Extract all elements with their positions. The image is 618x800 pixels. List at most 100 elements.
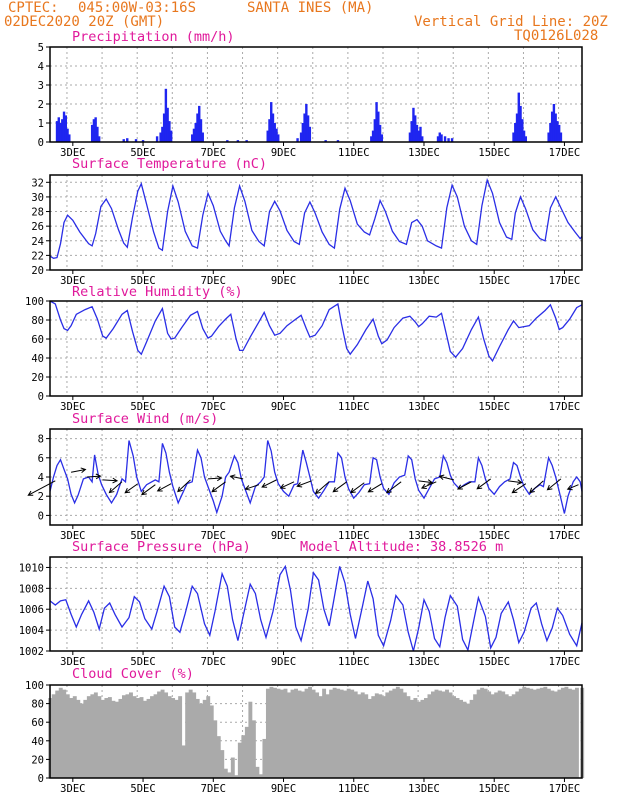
cloud-bar <box>564 686 569 778</box>
cloud-bar <box>374 693 379 778</box>
panel-frame <box>49 556 583 652</box>
cloud-bar <box>160 689 165 778</box>
cloud-bar <box>381 696 386 778</box>
cloud-bar <box>462 701 467 778</box>
x-tick-label: 13DEC <box>408 656 440 668</box>
cloud-bar <box>490 694 495 778</box>
wind-arrow <box>385 481 402 494</box>
cloud-bar <box>234 775 239 778</box>
precip-bar <box>90 124 94 142</box>
cloud-bar <box>392 688 397 778</box>
cloud-bar <box>185 692 190 778</box>
cloud-bar <box>213 720 218 778</box>
cloud-bar <box>329 689 334 778</box>
header-datetime: 02DEC2020 20Z (GMT) <box>4 14 165 30</box>
cloud-bar <box>72 696 77 778</box>
header-station: SANTA INES (MA) <box>247 0 374 16</box>
precip-bar <box>375 102 378 142</box>
wind-arrow <box>476 478 491 490</box>
wind-arrow <box>156 483 172 492</box>
cloud-bar <box>525 687 530 778</box>
precip-bar <box>57 117 60 142</box>
precip-bar <box>408 132 412 142</box>
wind-arrow <box>529 480 544 494</box>
precip-bar <box>201 132 204 142</box>
cloud-bar <box>388 690 393 778</box>
precip-bar <box>266 130 269 142</box>
cloud-bar <box>129 692 133 778</box>
y-tick-label: 0 <box>38 391 44 403</box>
panel-frame <box>49 300 583 397</box>
y-tick-label: 26 <box>31 221 44 233</box>
cloud-bar <box>371 696 376 778</box>
cloud-bar <box>438 690 442 778</box>
cloud-bar <box>494 692 499 778</box>
wind-arrow <box>420 481 437 490</box>
x-tick-label: 5DEC <box>130 147 155 159</box>
cloud-bar <box>364 694 369 778</box>
precip-bar <box>97 136 101 142</box>
precip-bar <box>68 134 71 142</box>
cloud-bar <box>395 686 400 778</box>
cloud-bar <box>97 696 102 778</box>
cloud-bar <box>455 698 460 778</box>
cloud-bar <box>86 696 91 778</box>
x-tick-label: 3DEC <box>60 401 85 413</box>
cloud-bar <box>529 688 534 778</box>
x-tick-label: 9DEC <box>271 275 296 287</box>
cloud-bar <box>466 703 471 778</box>
y-tick-label: 6 <box>38 453 44 465</box>
cloud-bar <box>336 688 341 778</box>
y-tick-label: 100 <box>25 296 44 308</box>
precip-bar <box>192 128 196 142</box>
precip-bar <box>371 130 375 142</box>
cloud-bar <box>111 700 116 778</box>
precip-bar <box>199 119 203 142</box>
y-tick-label: 0 <box>38 773 44 785</box>
precip-bar <box>141 140 145 142</box>
wind-arrow <box>211 481 226 493</box>
model-altitude-label: Model Altitude: 38.8526 m <box>300 539 503 555</box>
precip-bar <box>191 134 194 142</box>
cloud-bar <box>230 757 235 778</box>
wind-arrow <box>124 483 139 494</box>
wind-arrow <box>279 481 295 489</box>
precip-bar <box>194 123 197 142</box>
y-tick-label: 100 <box>25 680 44 692</box>
cloud-bar <box>276 688 281 778</box>
x-tick-label: 11DEC <box>338 275 370 287</box>
x-tick-label: 9DEC <box>271 147 296 159</box>
x-tick-label: 9DEC <box>271 656 296 668</box>
precip-bar <box>155 136 159 142</box>
x-tick-label: 5DEC <box>130 783 155 795</box>
x-tick-label: 3DEC <box>60 783 85 795</box>
cloud-bar <box>272 687 277 778</box>
cloud-bar <box>195 698 200 778</box>
cloud-bar <box>459 699 464 778</box>
y-tick-label: 2 <box>38 491 44 503</box>
precip-bar <box>440 134 443 142</box>
cloud-bar <box>445 689 449 778</box>
wind-arrow <box>332 481 348 493</box>
cloud-bar <box>546 688 551 778</box>
precip-bar <box>512 132 515 142</box>
cloud-bar <box>350 689 355 778</box>
precip-bar <box>305 104 308 142</box>
y-tick-label: 40 <box>31 736 44 748</box>
precip-bar <box>161 126 164 142</box>
cloud-bar <box>501 691 506 778</box>
cloud-bar <box>118 698 123 778</box>
x-tick-label: 7DEC <box>201 656 226 668</box>
y-tick-label: 60 <box>31 717 44 729</box>
cloud-bar <box>385 692 390 778</box>
x-tick-label: 11DEC <box>338 147 370 159</box>
header-coords: 045:00W-03:16S <box>78 0 197 16</box>
cloud-bar <box>378 694 383 778</box>
cloud-bar <box>308 686 313 778</box>
precip-bar <box>373 119 377 142</box>
header-source-label: CPTEC: <box>8 0 59 16</box>
x-tick-label: 13DEC <box>408 147 440 159</box>
precip-bar <box>64 115 68 142</box>
wind-arrow <box>508 479 523 485</box>
precip-bar <box>517 92 520 142</box>
